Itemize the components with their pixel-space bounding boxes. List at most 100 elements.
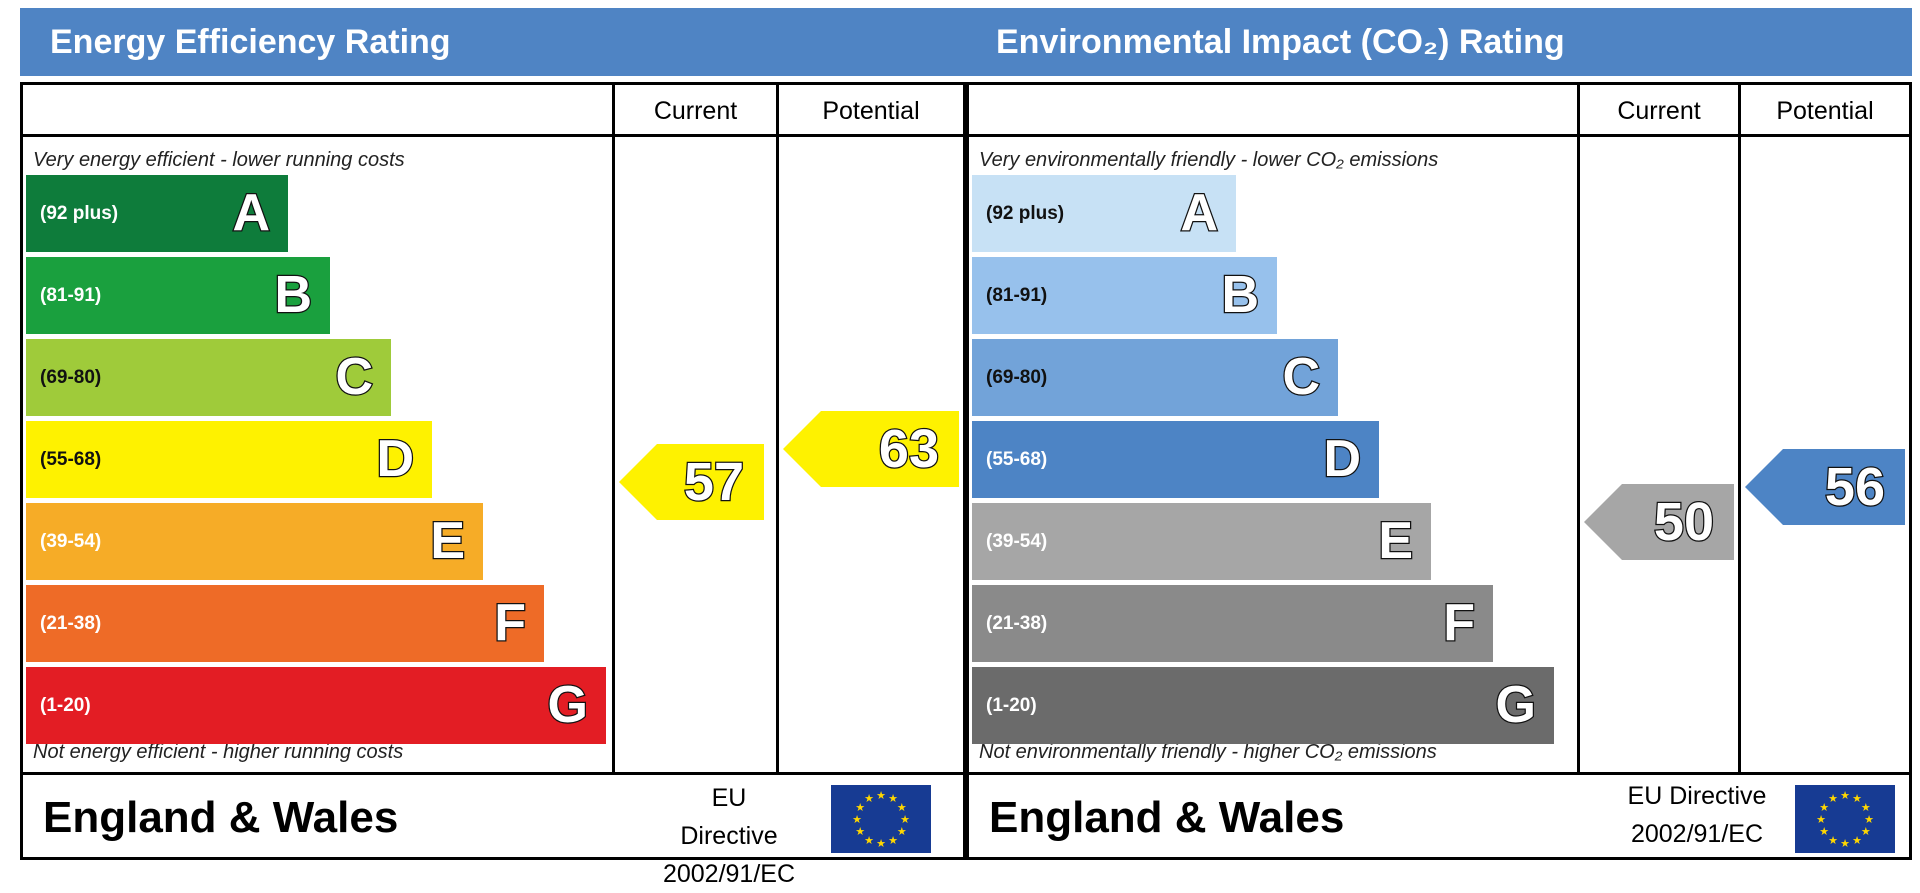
energy-efficiency-panel: Energy Efficiency Rating Current Potenti… — [20, 8, 966, 888]
current-rating-value: 50 — [1653, 491, 1716, 554]
star-icon: ★ — [864, 834, 874, 847]
column-divider — [776, 85, 779, 775]
eu-flag-icon: ★ ★ ★ ★ ★ ★ ★ ★ ★ ★ ★ ★ — [831, 785, 931, 853]
band-letter: D — [1322, 429, 1362, 490]
eu-directive-text: EU Directive 2002/91/EC — [1617, 777, 1777, 853]
star-icon: ★ — [1852, 834, 1862, 847]
band-range-label: (69-80) — [40, 367, 102, 388]
star-icon: ★ — [1840, 789, 1850, 802]
panel-title: Environmental Impact (CO₂) Rating — [966, 8, 1912, 76]
star-icon: ★ — [897, 825, 907, 838]
band-range-label: (92 plus) — [40, 203, 119, 224]
band-letter: G — [546, 675, 589, 736]
band-letter: E — [1377, 511, 1414, 572]
footer-divider — [23, 772, 963, 775]
top-note: Very energy efficient - lower running co… — [33, 149, 405, 171]
band-d: (55-68) D — [972, 421, 1379, 498]
environmental-impact-panel: Environmental Impact (CO₂) Rating Curren… — [966, 8, 1912, 860]
band-range-label: (21-38) — [40, 613, 102, 634]
band-e: (39-54) E — [26, 503, 483, 580]
footer-divider — [969, 772, 1909, 775]
band-f: (21-38) F — [26, 585, 544, 662]
current-arrow-shape — [619, 443, 764, 520]
band-a: (92 plus) A — [26, 175, 288, 252]
potential-arrow-shape — [1745, 449, 1905, 525]
eu-stars-icon: ★ ★★★★★★★★★★★ — [1816, 789, 1874, 850]
band-range-label: (55-68) — [40, 449, 102, 470]
star-icon: ★ — [1861, 801, 1871, 814]
band-letter: F — [493, 593, 527, 654]
band-c: (69-80) C — [26, 339, 391, 416]
star-icon: ★ — [1852, 792, 1862, 805]
band-c: (69-80) C — [972, 339, 1338, 416]
eu-stars-icon: ★ ★★★★★★★★★★★ — [852, 789, 910, 850]
star-icon: ★ — [852, 813, 862, 826]
band-range-label: (92 plus) — [986, 203, 1065, 224]
band-range-label: (39-54) — [986, 531, 1048, 552]
potential-rating-value: 56 — [1824, 456, 1887, 519]
header-divider — [969, 134, 1909, 137]
star-icon: ★ — [855, 801, 865, 814]
band-f: (21-38) F — [972, 585, 1493, 662]
column-divider — [1738, 85, 1741, 775]
star-icon: ★ — [1819, 825, 1829, 838]
column-divider — [612, 85, 615, 775]
current-rating-value: 57 — [683, 450, 746, 513]
band-letter: D — [375, 429, 415, 490]
potential-rating-arrow: 63 — [783, 410, 959, 487]
band-range-label: (39-54) — [40, 531, 102, 552]
band-range-label: (55-68) — [986, 449, 1048, 470]
band-range-label: (69-80) — [986, 367, 1048, 388]
bottom-note: Not energy efficient - higher running co… — [33, 741, 404, 763]
band-g: (1-20) G — [972, 667, 1554, 744]
panel-title: Energy Efficiency Rating — [20, 8, 966, 76]
top-note: Very environmentally friendly - lower CO… — [979, 149, 1439, 171]
star-icon: ★ — [1828, 834, 1838, 847]
star-icon: ★ — [864, 792, 874, 805]
directive-line-2: 2002/91/EC — [662, 860, 796, 888]
column-divider — [1577, 85, 1580, 775]
band-d: (55-68) D — [26, 421, 432, 498]
band-g: (1-20) G — [26, 667, 606, 744]
column-header-potential: Potential — [1776, 97, 1874, 125]
band-b: (81-91) B — [972, 257, 1277, 334]
band-letter: E — [429, 511, 466, 572]
star-icon: ★ — [1819, 801, 1829, 814]
current-arrow-shape — [1584, 484, 1734, 561]
band-letter: B — [273, 265, 313, 326]
star-icon: ★ — [1816, 813, 1826, 826]
band-letter: F — [1442, 593, 1476, 654]
band-range-label: (21-38) — [986, 613, 1048, 634]
directive-line-1: EU Directive — [680, 784, 778, 850]
star-icon: ★ — [897, 801, 907, 814]
directive-line-1: EU Directive — [1627, 782, 1767, 810]
band-range-label: (1-20) — [986, 695, 1037, 716]
star-icon: ★ — [1828, 792, 1838, 805]
star-icon: ★ — [1840, 837, 1850, 850]
star-icon: ★ — [876, 789, 886, 802]
current-rating-arrow: 50 — [1584, 484, 1734, 561]
star-icon: ★ — [1864, 813, 1874, 826]
rating-frame: Current Potential Very energy efficient … — [20, 82, 966, 888]
header-divider — [23, 134, 963, 137]
bottom-note: Not environmentally friendly - higher CO… — [979, 741, 1437, 763]
star-icon: ★ — [888, 792, 898, 805]
rating-frame: Current Potential Very environmentally f… — [966, 82, 1912, 860]
band-letter: C — [334, 347, 374, 408]
band-range-label: (81-91) — [986, 285, 1048, 306]
band-letter: A — [1179, 183, 1219, 244]
eu-directive-text: EU Directive 2002/91/EC — [661, 779, 797, 893]
band-letter: C — [1281, 347, 1321, 408]
star-icon: ★ — [855, 825, 865, 838]
current-rating-arrow: 57 — [619, 443, 764, 520]
band-range-label: (1-20) — [40, 695, 91, 716]
band-e: (39-54) E — [972, 503, 1431, 580]
column-header-current: Current — [653, 97, 738, 125]
band-range-label: (81-91) — [40, 285, 102, 306]
band-a: (92 plus) A — [972, 175, 1236, 252]
star-icon: ★ — [888, 834, 898, 847]
footer-region: England & Wales — [989, 793, 1345, 842]
star-icon: ★ — [876, 837, 886, 850]
star-icon: ★ — [1861, 825, 1871, 838]
column-header-potential: Potential — [822, 97, 920, 125]
